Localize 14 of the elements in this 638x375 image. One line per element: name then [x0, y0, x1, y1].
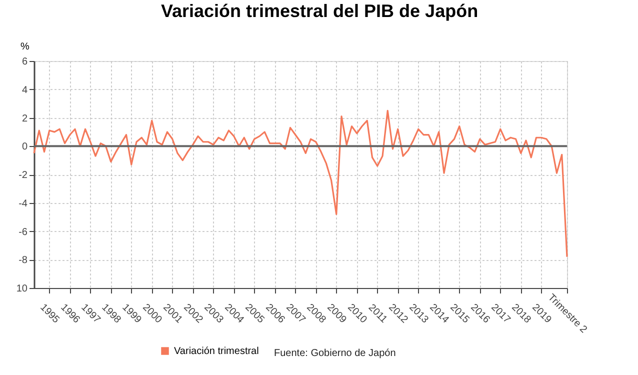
- y-tick-label: 6: [22, 56, 28, 68]
- y-tick-label: -8: [18, 255, 28, 266]
- y-tick-label: 2: [22, 113, 28, 124]
- chart-title: Variación trimestral del PIB de Japón: [160, 1, 478, 21]
- y-tick-label: -4: [18, 198, 28, 210]
- y-tick-label: 10: [16, 284, 28, 294]
- line-series: [33, 110, 568, 258]
- y-axis-title: %: [20, 42, 30, 52]
- source-note: Fuente: Gobierno de Japón: [274, 348, 396, 359]
- y-tick-label: -2: [18, 170, 28, 181]
- y-tick-label: 4: [22, 84, 28, 96]
- y-tick-label: -6: [18, 226, 28, 238]
- legend-label: Variación trimestral: [174, 346, 259, 357]
- y-tick-label: 0: [22, 142, 28, 153]
